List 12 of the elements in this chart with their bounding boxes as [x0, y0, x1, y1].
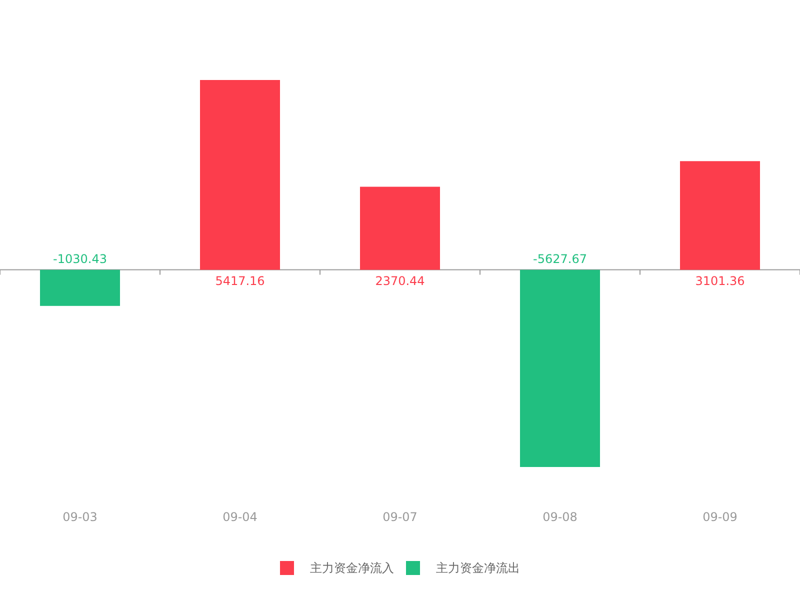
x-tick-label: 09-08 [542, 510, 578, 524]
data-label: 2370.44 [375, 274, 425, 288]
x-tick-label: 09-03 [62, 510, 98, 524]
x-tick-label: 09-09 [702, 510, 738, 524]
legend-label: 主力资金净流出 [436, 561, 520, 575]
data-label: -1030.43 [53, 252, 107, 266]
x-tick-label: 09-07 [382, 510, 418, 524]
data-label: -5627.67 [533, 252, 587, 266]
x-tick-label: 09-04 [222, 510, 258, 524]
data-label: 3101.36 [695, 274, 745, 288]
data-label: 5417.16 [215, 274, 265, 288]
legend-label: 主力资金净流入 [310, 561, 394, 575]
